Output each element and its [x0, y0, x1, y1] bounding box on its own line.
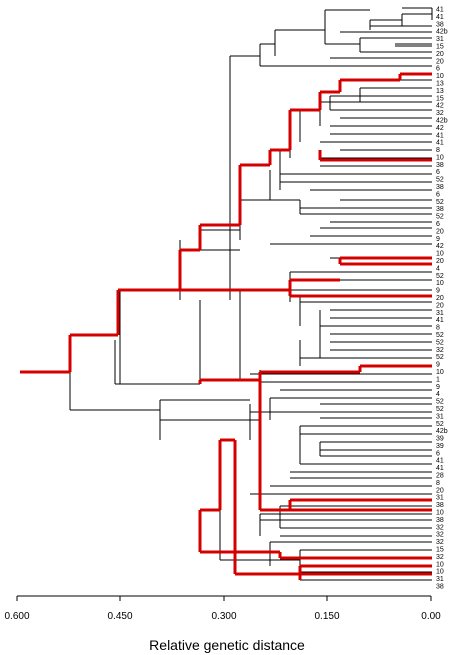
leaf-label: 15	[436, 44, 444, 51]
leaf-label: 41	[436, 317, 444, 324]
leaf-label: 8	[436, 325, 440, 332]
leaf-label: 20	[436, 58, 444, 65]
leaf-label: 38	[436, 584, 444, 591]
distance-axis: 0.600 0.450 0.300 0.150 0.00 Relative ge…	[4, 595, 441, 653]
leaf-label: 31	[436, 36, 444, 43]
tick-label: 0.450	[107, 611, 132, 622]
leaf-label: 41	[436, 7, 444, 14]
leaf-label: 32	[436, 539, 444, 546]
leaf-label: 4	[436, 265, 440, 272]
highlighted-branches	[20, 72, 432, 580]
leaf-label: 52	[436, 354, 444, 361]
leaf-label: 1	[436, 376, 440, 383]
leaf-label: 20	[436, 295, 444, 302]
leaf-label: 6	[436, 169, 440, 176]
leaf-label: 9	[436, 362, 440, 369]
leaf-label: 38	[436, 184, 444, 191]
leaf-label: 9	[436, 384, 440, 391]
leaf-label: 52	[436, 406, 444, 413]
leaf-label: 10	[436, 561, 444, 568]
leaf-label: 10	[436, 280, 444, 287]
leaf-label: 20	[436, 487, 444, 494]
leaf-label: 9	[436, 288, 440, 295]
leaf-label: 41	[436, 132, 444, 139]
leaf-label: 42	[436, 125, 444, 132]
tick-label: 0.600	[4, 611, 29, 622]
leaf-label: 10	[436, 251, 444, 258]
tick-label: 0.150	[314, 611, 339, 622]
leaf-label: 41	[436, 458, 444, 465]
leaf-label: 41	[436, 14, 444, 21]
leaf-label: 42b	[436, 29, 448, 36]
leaf-label: 4	[436, 391, 440, 398]
leaf-label: 42	[436, 103, 444, 110]
leaf-label: 10	[436, 569, 444, 576]
leaf-label: 32	[436, 347, 444, 354]
leaf-label: 42b	[436, 428, 448, 435]
leaf-label: 32	[436, 532, 444, 539]
leaf-label: 31	[436, 310, 444, 317]
leaf-labels: 41413842b31152020610131315423242b4241418…	[436, 7, 448, 591]
leaf-label: 52	[436, 399, 444, 406]
leaf-label: 13	[436, 88, 444, 95]
leaf-label: 6	[436, 66, 440, 73]
leaf-label: 32	[436, 524, 444, 531]
leaf-label: 15	[436, 547, 444, 554]
leaf-label: 32	[436, 554, 444, 561]
leaf-label: 31	[436, 495, 444, 502]
leaf-label: 20	[436, 51, 444, 58]
leaf-label: 8	[436, 480, 440, 487]
tick-label: 0.300	[211, 611, 236, 622]
leaf-label: 6	[436, 191, 440, 198]
leaf-label: 32	[436, 110, 444, 117]
leaf-label: 10	[436, 73, 444, 80]
leaf-label: 52	[436, 273, 444, 280]
leaf-label: 38	[436, 502, 444, 509]
leaf-label: 41	[436, 465, 444, 472]
leaf-label: 6	[436, 450, 440, 457]
leaf-label: 52	[436, 214, 444, 221]
leaf-label: 10	[436, 369, 444, 376]
leaf-label: 42b	[436, 118, 448, 125]
leaf-label: 38	[436, 162, 444, 169]
leaf-label: 9	[436, 236, 440, 243]
axis-title: Relative genetic distance	[149, 637, 305, 653]
leaf-label: 10	[436, 510, 444, 517]
leaf-label: 52	[436, 339, 444, 346]
leaf-label: 52	[436, 177, 444, 184]
leaf-label: 20	[436, 228, 444, 235]
dendrogram-tree: 41413842b31152020610131315423242b4241418…	[20, 7, 448, 591]
leaf-label: 31	[436, 576, 444, 583]
leaf-label: 20	[436, 258, 444, 265]
leaf-label: 39	[436, 443, 444, 450]
leaf-label: 38	[436, 206, 444, 213]
leaf-label: 38	[436, 517, 444, 524]
leaf-label: 52	[436, 421, 444, 428]
leaf-label: 52	[436, 332, 444, 339]
leaf-label: 10	[436, 154, 444, 161]
leaf-label: 38	[436, 21, 444, 28]
leaf-label: 15	[436, 95, 444, 102]
leaf-label: 52	[436, 199, 444, 206]
leaf-label: 28	[436, 473, 444, 480]
leaf-label: 20	[436, 302, 444, 309]
leaf-label: 8	[436, 147, 440, 154]
leaf-label: 42	[436, 243, 444, 250]
leaf-label: 6	[436, 221, 440, 228]
tick-label: 0.00	[421, 611, 441, 622]
leaf-label: 31	[436, 413, 444, 420]
leaf-label: 13	[436, 81, 444, 88]
leaf-label: 39	[436, 436, 444, 443]
leaf-label: 41	[436, 140, 444, 147]
